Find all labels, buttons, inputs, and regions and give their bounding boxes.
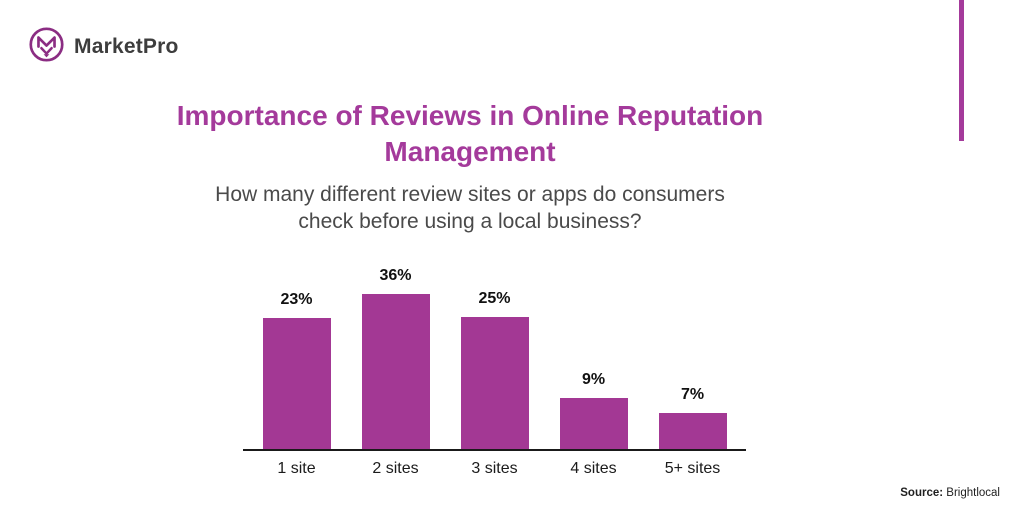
brand-name: MarketPro xyxy=(74,35,179,58)
bar-value-label: 9% xyxy=(581,371,606,388)
x-axis-label: 2 sites xyxy=(372,460,419,477)
chart-title-line1: Importance of Reviews in Online Reputati… xyxy=(176,100,764,131)
x-axis-label: 5+ sites xyxy=(664,460,721,477)
bar-column: 7% xyxy=(658,385,727,449)
plot-area: 23% 36% 25% 9% 7% xyxy=(243,263,746,451)
bar xyxy=(559,398,628,449)
bar-chart: 23% 36% 25% 9% 7% 1 site 2 sites 3 sites 4 site… xyxy=(243,263,746,478)
source-attribution: Source: Brightlocal xyxy=(900,487,1000,499)
bar xyxy=(361,294,430,449)
bar-column: 36% xyxy=(361,266,430,449)
x-axis-label: 4 sites xyxy=(570,460,617,477)
x-axis-label: 3 sites xyxy=(471,460,518,477)
x-axis-label: 1 site xyxy=(277,460,316,477)
source-value: Brightlocal xyxy=(946,487,1000,499)
chart-title-line2: Management xyxy=(384,136,556,167)
accent-vertical-line xyxy=(959,0,964,141)
bar xyxy=(460,317,529,449)
bar-value-label: 23% xyxy=(280,291,313,308)
source-label: Source: xyxy=(900,487,944,499)
bar-value-label: 25% xyxy=(478,290,511,307)
marketpro-logo-icon xyxy=(28,26,65,68)
chart-title: Importance of Reviews in Online Reputati… xyxy=(0,98,940,170)
chart-subtitle: How many different review sites or apps … xyxy=(2,181,938,235)
chart-subtitle-line2: check before using a local business? xyxy=(298,210,642,233)
brand-logo: MarketPro xyxy=(28,26,179,68)
bar-column: 25% xyxy=(460,289,529,449)
bar-value-label: 7% xyxy=(680,386,705,403)
bar xyxy=(658,413,727,449)
bar-column: 23% xyxy=(262,290,331,449)
x-axis-labels: 1 site 2 sites 3 sites 4 sites 5+ sites xyxy=(243,451,746,478)
bar xyxy=(262,318,331,449)
bar-value-label: 36% xyxy=(379,267,412,284)
bar-column: 9% xyxy=(559,370,628,449)
chart-subtitle-line1: How many different review sites or apps … xyxy=(215,183,725,206)
